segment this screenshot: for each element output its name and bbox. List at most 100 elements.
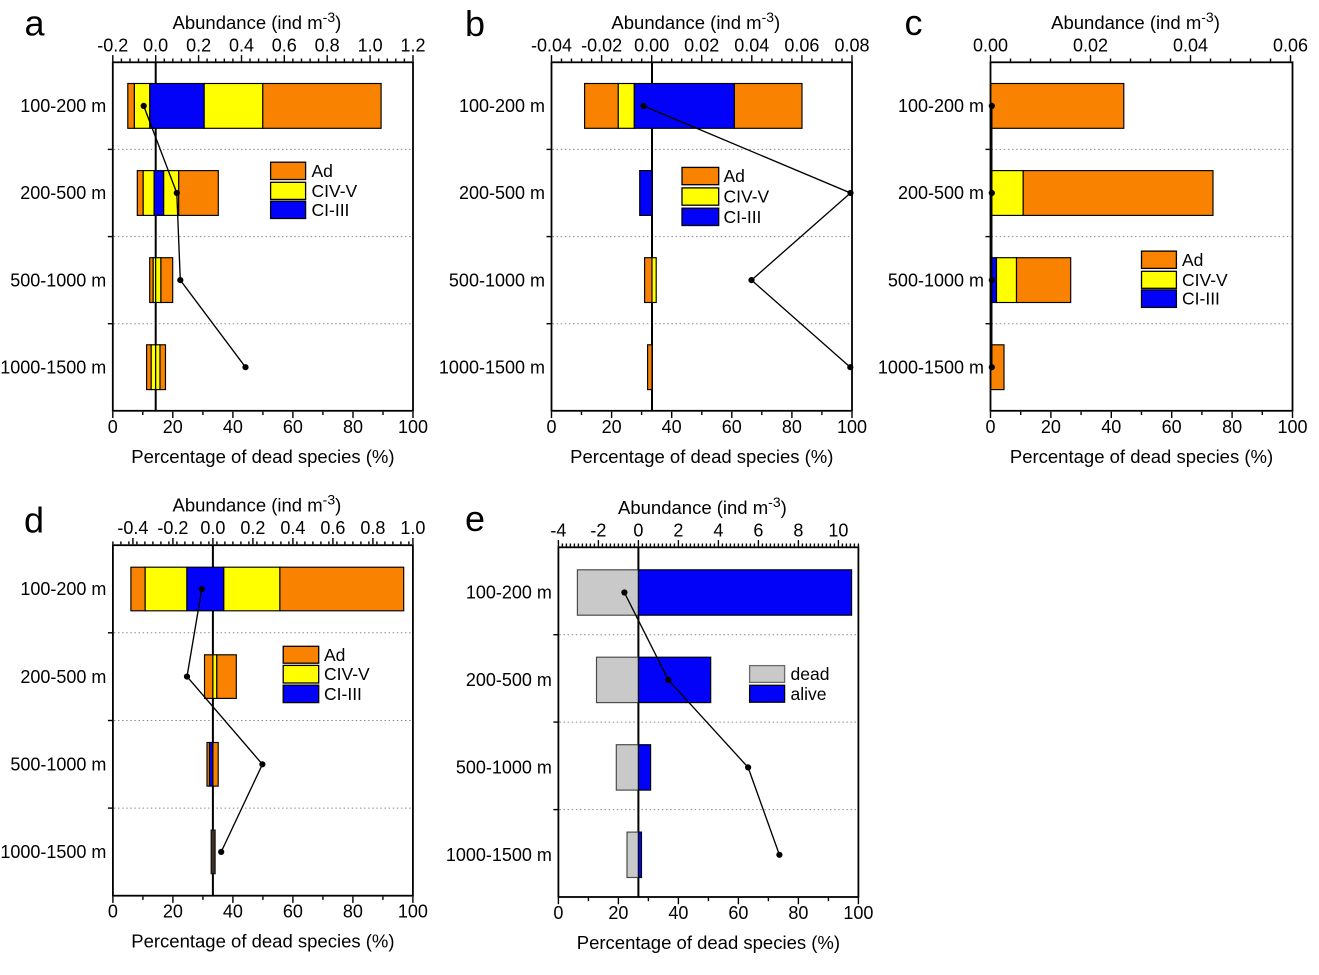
svg-text:200-500 m: 200-500 m <box>459 183 545 203</box>
svg-text:0.6: 0.6 <box>272 35 297 55</box>
svg-text:200-500 m: 200-500 m <box>20 183 106 203</box>
svg-text:Ad: Ad <box>1182 250 1203 270</box>
svg-text:CI-III: CI-III <box>1182 289 1220 309</box>
svg-text:200-500 m: 200-500 m <box>898 183 984 203</box>
svg-text:100: 100 <box>398 417 428 437</box>
svg-text:Abundance (ind m-3): Abundance (ind m-3) <box>611 9 780 33</box>
svg-text:0: 0 <box>553 903 563 923</box>
svg-text:80: 80 <box>782 417 802 437</box>
svg-text:6: 6 <box>753 520 763 540</box>
svg-text:c: c <box>905 2 923 43</box>
svg-text:100: 100 <box>837 417 867 437</box>
svg-text:0.04: 0.04 <box>734 35 769 55</box>
svg-text:1.2: 1.2 <box>400 35 425 55</box>
svg-text:100: 100 <box>398 902 428 922</box>
svg-text:80: 80 <box>788 903 808 923</box>
svg-text:0: 0 <box>108 902 118 922</box>
svg-text:40: 40 <box>1101 417 1121 437</box>
svg-text:Percentage of dead species (%): Percentage of dead species (%) <box>131 446 394 467</box>
svg-text:1000-1500 m: 1000-1500 m <box>439 357 545 377</box>
svg-text:0.06: 0.06 <box>1273 35 1308 55</box>
svg-text:20: 20 <box>163 417 183 437</box>
svg-text:0.2: 0.2 <box>186 35 211 55</box>
svg-text:1.0: 1.0 <box>400 518 425 538</box>
svg-text:500-1000 m: 500-1000 m <box>449 270 545 290</box>
svg-text:200-500 m: 200-500 m <box>466 670 552 690</box>
svg-text:-0.04: -0.04 <box>531 35 572 55</box>
svg-text:8: 8 <box>793 520 803 540</box>
svg-text:20: 20 <box>608 903 628 923</box>
svg-text:0: 0 <box>633 520 643 540</box>
svg-text:1.0: 1.0 <box>358 35 383 55</box>
svg-text:Percentage of dead species (%): Percentage of dead species (%) <box>131 931 394 952</box>
svg-text:0: 0 <box>108 417 118 437</box>
svg-text:100-200 m: 100-200 m <box>20 579 106 599</box>
svg-text:0.00: 0.00 <box>973 35 1008 55</box>
svg-text:4: 4 <box>713 520 723 540</box>
svg-text:0.00: 0.00 <box>634 35 669 55</box>
svg-text:100: 100 <box>1277 417 1307 437</box>
svg-text:CIV-V: CIV-V <box>724 187 770 207</box>
svg-text:Percentage of dead species (%): Percentage of dead species (%) <box>1010 446 1273 467</box>
svg-text:80: 80 <box>1222 417 1242 437</box>
svg-text:e: e <box>465 498 485 539</box>
svg-text:CIV-V: CIV-V <box>312 181 358 201</box>
svg-text:500-1000 m: 500-1000 m <box>10 755 106 775</box>
svg-text:0.02: 0.02 <box>684 35 719 55</box>
svg-text:dead: dead <box>791 664 830 684</box>
svg-text:b: b <box>465 3 485 44</box>
svg-text:20: 20 <box>163 902 183 922</box>
svg-text:60: 60 <box>1162 417 1182 437</box>
svg-text:0.0: 0.0 <box>200 518 225 538</box>
svg-text:100-200 m: 100-200 m <box>898 96 984 116</box>
svg-text:0: 0 <box>546 417 556 437</box>
svg-text:0.2: 0.2 <box>240 518 265 538</box>
svg-text:60: 60 <box>283 902 303 922</box>
svg-text:-0.02: -0.02 <box>581 35 622 55</box>
svg-text:d: d <box>24 500 44 541</box>
svg-text:Abundance (ind m-3): Abundance (ind m-3) <box>618 494 787 518</box>
svg-text:-0.2: -0.2 <box>157 518 188 538</box>
svg-text:100: 100 <box>843 903 873 923</box>
svg-text:0.4: 0.4 <box>280 518 305 538</box>
svg-text:0.04: 0.04 <box>1173 35 1208 55</box>
svg-text:2: 2 <box>673 520 683 540</box>
svg-text:1000-1500 m: 1000-1500 m <box>0 357 106 377</box>
svg-text:60: 60 <box>722 417 742 437</box>
svg-text:20: 20 <box>602 417 622 437</box>
svg-text:CI-III: CI-III <box>312 200 350 220</box>
svg-text:CIV-V: CIV-V <box>324 664 370 684</box>
svg-text:40: 40 <box>223 902 243 922</box>
svg-text:200-500 m: 200-500 m <box>20 667 106 687</box>
svg-text:100-200 m: 100-200 m <box>459 96 545 116</box>
svg-text:-0.2: -0.2 <box>97 35 128 55</box>
svg-text:0.6: 0.6 <box>320 518 345 538</box>
svg-text:-2: -2 <box>590 520 606 540</box>
svg-text:a: a <box>25 3 46 44</box>
svg-text:alive: alive <box>791 684 827 704</box>
svg-text:1000-1500 m: 1000-1500 m <box>0 842 106 862</box>
svg-text:0.06: 0.06 <box>784 35 819 55</box>
svg-text:80: 80 <box>343 902 363 922</box>
svg-text:0.08: 0.08 <box>834 35 869 55</box>
svg-text:40: 40 <box>223 417 243 437</box>
svg-text:Ad: Ad <box>324 645 345 665</box>
svg-text:Percentage of dead species (%): Percentage of dead species (%) <box>570 446 833 467</box>
svg-text:500-1000 m: 500-1000 m <box>10 270 106 290</box>
svg-text:20: 20 <box>1041 417 1061 437</box>
svg-text:10: 10 <box>828 520 848 540</box>
svg-text:1000-1500 m: 1000-1500 m <box>446 845 552 865</box>
svg-text:60: 60 <box>283 417 303 437</box>
svg-text:1000-1500 m: 1000-1500 m <box>878 357 984 377</box>
svg-text:-4: -4 <box>550 520 566 540</box>
svg-text:500-1000 m: 500-1000 m <box>888 270 984 290</box>
svg-text:CI-III: CI-III <box>324 684 362 704</box>
svg-text:100-200 m: 100-200 m <box>466 583 552 603</box>
svg-text:Percentage of dead species (%): Percentage of dead species (%) <box>577 932 840 953</box>
svg-text:100-200 m: 100-200 m <box>20 96 106 116</box>
svg-text:-0.4: -0.4 <box>117 518 148 538</box>
svg-text:60: 60 <box>728 903 748 923</box>
svg-text:0.0: 0.0 <box>143 35 168 55</box>
svg-text:0.8: 0.8 <box>360 518 385 538</box>
svg-text:Abundance (ind m-3): Abundance (ind m-3) <box>1051 9 1220 33</box>
